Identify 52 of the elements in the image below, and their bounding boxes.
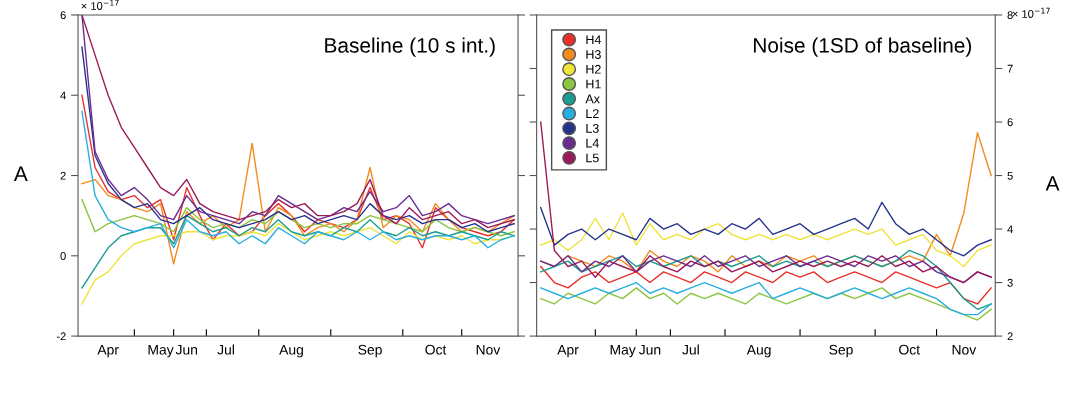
x-tick-label: Apr: [557, 344, 579, 358]
y-tick-label: 4: [1007, 225, 1013, 234]
x-tick-label: Jul: [217, 344, 234, 355]
y-tick-label: 2: [60, 171, 66, 180]
line-series: [81, 198, 515, 237]
y-tick-label: 6: [60, 11, 66, 20]
text: Baseline (10 s int.): [325, 37, 495, 57]
x-tick-label: Oct: [425, 344, 447, 355]
y-tick-label: 3: [1007, 278, 1013, 287]
x-tick-label: Jun: [638, 344, 661, 355]
line-series: [540, 265, 992, 305]
y-tick-label: -2: [56, 332, 66, 341]
line-series: [81, 214, 515, 289]
legend-label: H4: [586, 35, 601, 45]
legend-label: L5: [586, 153, 599, 163]
x-tick-label: May: [148, 344, 174, 358]
x-tick-label: Nov: [952, 344, 977, 355]
legend-label: Ax: [585, 94, 600, 104]
x-tick-label: Aug: [746, 344, 771, 358]
y-axis-title: A: [1045, 176, 1060, 191]
x-tick-label: Nov: [476, 344, 501, 355]
y-tick-label: 4: [60, 91, 66, 100]
y-tick-label: 6: [1007, 118, 1013, 127]
y-tick-label: 7: [1007, 64, 1013, 73]
legend-label: H2: [586, 64, 601, 74]
text: × 10$^{−17}$: [1012, 7, 1050, 18]
text: × 10$^{−17}$: [81, 0, 119, 10]
line-series: [540, 249, 992, 311]
legend-label: L3: [586, 123, 599, 133]
line-series: [540, 281, 992, 316]
legend-label: L2: [586, 109, 599, 118]
line-series: [540, 287, 992, 321]
line-series: [540, 201, 992, 257]
x-tick-label: May: [610, 344, 636, 358]
legend-label: H3: [586, 50, 601, 59]
x-tick-label: Apr: [97, 344, 119, 358]
y-tick-label: 0: [60, 252, 66, 260]
legend-label: L4: [586, 138, 599, 148]
y-axis-title: A: [13, 166, 28, 181]
x-tick-label: Jun: [175, 344, 198, 355]
line-series: [540, 212, 992, 268]
line-series: [81, 142, 515, 265]
x-tick-label: Aug: [279, 344, 303, 358]
x-tick-label: Sep: [829, 344, 853, 358]
legend-label: H1: [586, 79, 601, 89]
y-tick-label: 8: [1007, 11, 1013, 20]
y-tick-label: 2: [1007, 332, 1013, 341]
y-tick-label: 5: [1007, 171, 1013, 180]
text: Noise (1SD of baseline): [754, 37, 972, 57]
x-tick-label: Oct: [899, 344, 920, 355]
x-tick-label: Sep: [358, 344, 382, 358]
x-tick-label: Jul: [682, 344, 699, 355]
